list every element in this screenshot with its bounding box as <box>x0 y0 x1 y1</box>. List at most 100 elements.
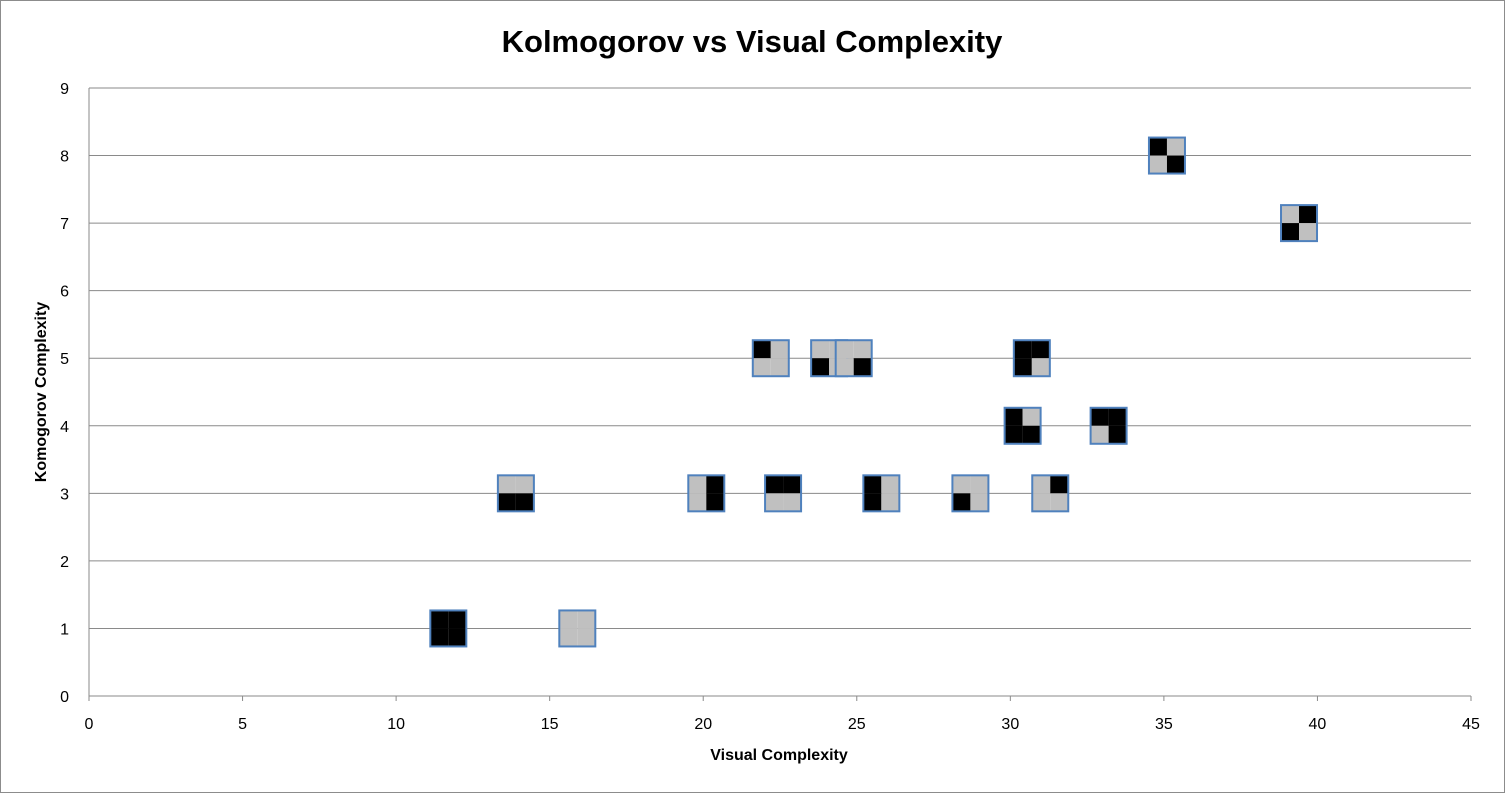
point-6-cell-3 <box>863 493 882 512</box>
point-5-cell-3 <box>765 493 784 512</box>
y-tick-label-2: 2 <box>60 554 69 571</box>
point-6-cell-1 <box>863 475 882 494</box>
point-14-border <box>1012 339 1051 378</box>
point-2-cell-4 <box>577 628 596 647</box>
point-12-cell-3 <box>811 358 830 377</box>
point-5-border <box>764 474 803 513</box>
point-2-cell-1 <box>559 610 578 629</box>
data-point-16 <box>1147 136 1186 175</box>
y-tick-label-3: 3 <box>60 486 69 503</box>
point-3-cell-4 <box>515 493 534 512</box>
point-15-border <box>1280 204 1319 243</box>
point-10-cell-3 <box>1090 425 1109 444</box>
x-tick-label-40: 40 <box>1309 716 1327 733</box>
x-axis-tick-labels: 0 5 10 15 20 25 30 35 40 45 <box>85 716 1480 733</box>
point-10-cell-1 <box>1090 407 1109 426</box>
point-16-cell-4 <box>1166 155 1185 174</box>
point-4-cell-4 <box>706 493 725 512</box>
point-7-border <box>951 474 990 513</box>
y-tick-label-5: 5 <box>60 351 69 368</box>
point-13-cell-2 <box>853 340 872 359</box>
point-16-border <box>1147 136 1186 175</box>
x-axis-label: Visual Complexity <box>710 747 848 764</box>
y-tick-label-7: 7 <box>60 216 69 233</box>
point-8-cell-4 <box>1050 493 1069 512</box>
axes <box>88 88 1472 701</box>
data-point-1 <box>429 609 468 648</box>
gridlines <box>89 87 1471 629</box>
point-1-border <box>429 609 468 648</box>
point-11-cell-2 <box>770 340 789 359</box>
point-3-border <box>496 474 535 513</box>
point-15-cell-3 <box>1281 223 1300 242</box>
point-9-cell-3 <box>1004 425 1023 444</box>
point-10-border <box>1089 406 1128 445</box>
y-tick-label-1: 1 <box>60 621 69 638</box>
point-14-cell-4 <box>1031 358 1050 377</box>
x-tick-label-10: 10 <box>387 716 405 733</box>
point-4-cell-3 <box>688 493 707 512</box>
chart-title: Kolmogorov vs Visual Complexity <box>502 24 1003 59</box>
point-16-cell-2 <box>1166 137 1185 156</box>
point-2-cell-3 <box>559 628 578 647</box>
point-11-cell-3 <box>752 358 771 377</box>
point-16-cell-1 <box>1148 137 1167 156</box>
point-4-cell-1 <box>688 475 707 494</box>
point-9-cell-2 <box>1022 407 1041 426</box>
point-4-border <box>687 474 726 513</box>
data-point-11 <box>751 339 790 378</box>
point-13-border <box>834 339 873 378</box>
data-point-8 <box>1031 474 1070 513</box>
point-15-cell-2 <box>1299 205 1318 224</box>
point-11-cell-1 <box>752 340 771 359</box>
y-tick-label-4: 4 <box>60 419 69 436</box>
point-3-cell-1 <box>497 475 516 494</box>
point-14-cell-1 <box>1013 340 1032 359</box>
point-14-cell-3 <box>1013 358 1032 377</box>
data-point-9 <box>1003 406 1042 445</box>
data-point-15 <box>1280 204 1319 243</box>
point-10-cell-2 <box>1108 407 1127 426</box>
point-2-cell-2 <box>577 610 596 629</box>
x-tick-label-20: 20 <box>694 716 712 733</box>
x-tick-label-25: 25 <box>848 716 866 733</box>
point-9-cell-1 <box>1004 407 1023 426</box>
point-6-cell-4 <box>881 493 900 512</box>
point-13-cell-4 <box>853 358 872 377</box>
data-points <box>429 136 1319 648</box>
point-11-border <box>751 339 790 378</box>
x-tick-label-5: 5 <box>238 716 247 733</box>
data-point-3 <box>496 474 535 513</box>
point-8-cell-3 <box>1032 493 1051 512</box>
point-15-cell-1 <box>1281 205 1300 224</box>
data-point-14 <box>1012 339 1051 378</box>
point-7-cell-2 <box>970 475 989 494</box>
point-13-cell-1 <box>835 340 854 359</box>
point-10-cell-4 <box>1108 425 1127 444</box>
point-7-cell-3 <box>952 493 971 512</box>
point-12-cell-1 <box>811 340 830 359</box>
point-3-cell-2 <box>515 475 534 494</box>
point-2-border <box>558 609 597 648</box>
x-tick-label-15: 15 <box>541 716 559 733</box>
point-4-cell-2 <box>706 475 725 494</box>
point-5-cell-2 <box>783 475 802 494</box>
x-tick-label-35: 35 <box>1155 716 1173 733</box>
point-8-border <box>1031 474 1070 513</box>
y-tick-label-9: 9 <box>60 81 69 98</box>
data-point-7 <box>951 474 990 513</box>
y-axis-label: Komogorov Complexity <box>33 302 50 483</box>
point-5-cell-4 <box>783 493 802 512</box>
x-tick-label-45: 45 <box>1462 716 1480 733</box>
x-tick-label-30: 30 <box>1001 716 1019 733</box>
data-point-5 <box>764 474 803 513</box>
point-9-border <box>1003 406 1042 445</box>
point-7-cell-1 <box>952 475 971 494</box>
point-6-cell-2 <box>881 475 900 494</box>
point-5-cell-1 <box>765 475 784 494</box>
point-13-cell-3 <box>835 358 854 377</box>
y-axis-tick-labels: 0 1 2 3 4 5 6 7 8 9 <box>60 81 69 706</box>
y-tick-label-8: 8 <box>60 149 69 166</box>
